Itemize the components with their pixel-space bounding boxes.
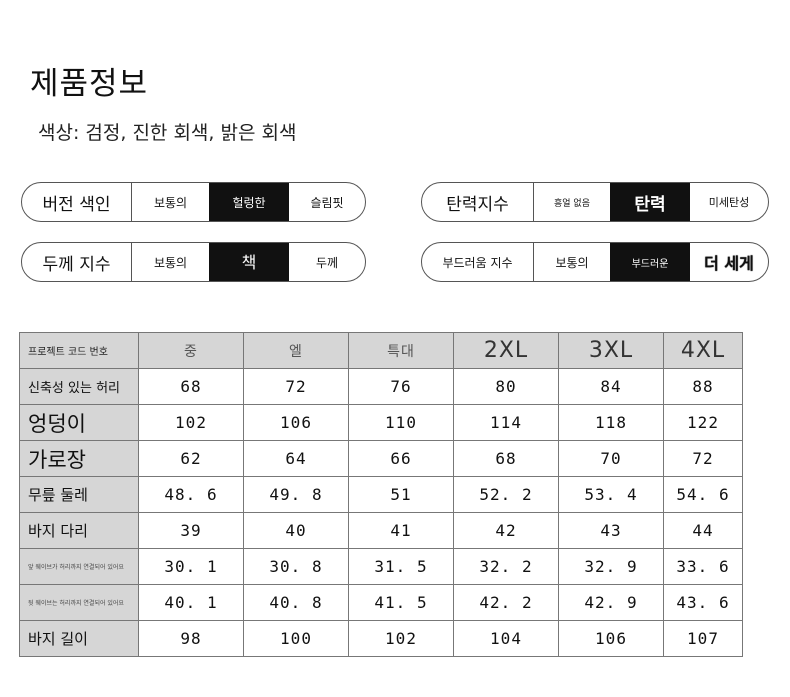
table-cell: 70 [558, 440, 664, 477]
header-size-2xl: 2XL [453, 332, 559, 369]
table-cell: 68 [138, 368, 244, 405]
table-row: 앞 웨이브가 허리까지 연결되어 있어요 30. 1 30. 8 31. 5 3… [19, 548, 743, 585]
thickness-option-book: 책 [209, 243, 289, 281]
elasticity-option-elastic: 탄력 [610, 183, 690, 221]
table-cell: 106 [558, 620, 664, 657]
thickness-index-pill: 두께 지수 보통의 책 두께 [21, 242, 366, 282]
table-cell: 33. 6 [663, 548, 743, 585]
softness-option-normal: 보통의 [555, 255, 589, 270]
softness-option-soft: 부드러운 [610, 243, 690, 281]
table-cell: 62 [138, 440, 244, 477]
table-cell: 32. 2 [453, 548, 559, 585]
table-header-row: 프로젝트 코드 번호 중 엘 특대 2XL 3XL 4XL [19, 332, 743, 369]
size-table: 프로젝트 코드 번호 중 엘 특대 2XL 3XL 4XL 신축성 있는 허리 … [19, 332, 743, 657]
table-cell: 84 [558, 368, 664, 405]
table-cell: 43 [558, 512, 664, 549]
table-cell: 48. 6 [138, 476, 244, 513]
table-row: 가로장 62 64 66 68 70 72 [19, 440, 743, 477]
row-label: 앞 웨이브가 허리까지 연결되어 있어요 [19, 548, 139, 585]
table-cell: 42. 2 [453, 584, 559, 621]
header-code: 프로젝트 코드 번호 [19, 332, 139, 369]
row-label: 바지 길이 [19, 620, 139, 657]
table-row: 무릎 둘레 48. 6 49. 8 51 52. 2 53. 4 54. 6 [19, 476, 743, 513]
row-label: 바지 다리 [19, 512, 139, 549]
elasticity-index-pill: 탄력지수 흥얼 없음 탄력 미세탄성 [421, 182, 769, 222]
row-label: 가로장 [19, 440, 139, 477]
version-index-label: 버전 색인 [22, 183, 132, 221]
table-row: 엉덩이 102 106 110 114 118 122 [19, 404, 743, 441]
version-option-slim: 슬림핏 [310, 195, 344, 210]
header-size-m: 중 [138, 332, 244, 369]
table-cell: 39 [138, 512, 244, 549]
softness-option-harder: 더 세게 [704, 254, 754, 273]
version-option-loose: 헐렁한 [209, 183, 289, 221]
table-cell: 76 [348, 368, 454, 405]
row-label: 무릎 둘레 [19, 476, 139, 513]
table-row: 뒷 웨이브는 허리까지 연결되어 있어요 40. 1 40. 8 41. 5 4… [19, 584, 743, 621]
table-cell: 66 [348, 440, 454, 477]
table-cell: 42. 9 [558, 584, 664, 621]
row-label: 뒷 웨이브는 허리까지 연결되어 있어요 [19, 584, 139, 621]
thickness-option-thick: 두께 [315, 255, 339, 270]
table-cell: 88 [663, 368, 743, 405]
version-index-pill: 버전 색인 보통의 헐렁한 슬림핏 [21, 182, 366, 222]
header-size-xl: 특대 [348, 332, 454, 369]
table-cell: 40. 1 [138, 584, 244, 621]
table-cell: 104 [453, 620, 559, 657]
version-option-normal: 보통의 [153, 195, 188, 210]
table-cell: 30. 8 [243, 548, 349, 585]
table-cell: 68 [453, 440, 559, 477]
row-label: 엉덩이 [19, 404, 139, 441]
table-row: 바지 다리 39 40 41 42 43 44 [19, 512, 743, 549]
table-cell: 122 [663, 404, 743, 441]
thickness-option-normal: 보통의 [153, 255, 188, 270]
table-cell: 30. 1 [138, 548, 244, 585]
table-row: 신축성 있는 허리 68 72 76 80 84 88 [19, 368, 743, 405]
elasticity-option-slight: 미세탄성 [708, 196, 750, 209]
header-size-3xl: 3XL [558, 332, 664, 369]
table-cell: 49. 8 [243, 476, 349, 513]
table-cell: 52. 2 [453, 476, 559, 513]
table-cell: 40. 8 [243, 584, 349, 621]
table-cell: 102 [348, 620, 454, 657]
table-cell: 106 [243, 404, 349, 441]
table-cell: 41. 5 [348, 584, 454, 621]
table-cell: 31. 5 [348, 548, 454, 585]
table-cell: 72 [663, 440, 743, 477]
softness-index-pill: 부드러움 지수 보통의 부드러운 더 세게 [421, 242, 769, 282]
table-cell: 118 [558, 404, 664, 441]
header-size-4xl: 4XL [663, 332, 743, 369]
table-cell: 114 [453, 404, 559, 441]
table-cell: 107 [663, 620, 743, 657]
table-cell: 80 [453, 368, 559, 405]
table-cell: 54. 6 [663, 476, 743, 513]
table-cell: 44 [663, 512, 743, 549]
table-cell: 32. 9 [558, 548, 664, 585]
table-cell: 102 [138, 404, 244, 441]
table-cell: 72 [243, 368, 349, 405]
color-options: 색상: 검정, 진한 회색, 밝은 회색 [38, 122, 297, 144]
table-cell: 53. 4 [558, 476, 664, 513]
table-cell: 110 [348, 404, 454, 441]
table-cell: 41 [348, 512, 454, 549]
thickness-index-label: 두께 지수 [22, 243, 132, 281]
table-cell: 42 [453, 512, 559, 549]
page-title: 제품정보 [30, 66, 149, 102]
table-row: 바지 길이 98 100 102 104 106 107 [19, 620, 743, 657]
table-cell: 40 [243, 512, 349, 549]
header-size-l: 엘 [243, 332, 349, 369]
elasticity-index-label: 탄력지수 [422, 183, 534, 221]
elasticity-option-none: 흥얼 없음 [554, 198, 590, 209]
table-cell: 51 [348, 476, 454, 513]
softness-index-label: 부드러움 지수 [422, 243, 534, 281]
row-label: 신축성 있는 허리 [19, 368, 139, 405]
table-cell: 43. 6 [663, 584, 743, 621]
table-cell: 100 [243, 620, 349, 657]
table-cell: 64 [243, 440, 349, 477]
table-cell: 98 [138, 620, 244, 657]
